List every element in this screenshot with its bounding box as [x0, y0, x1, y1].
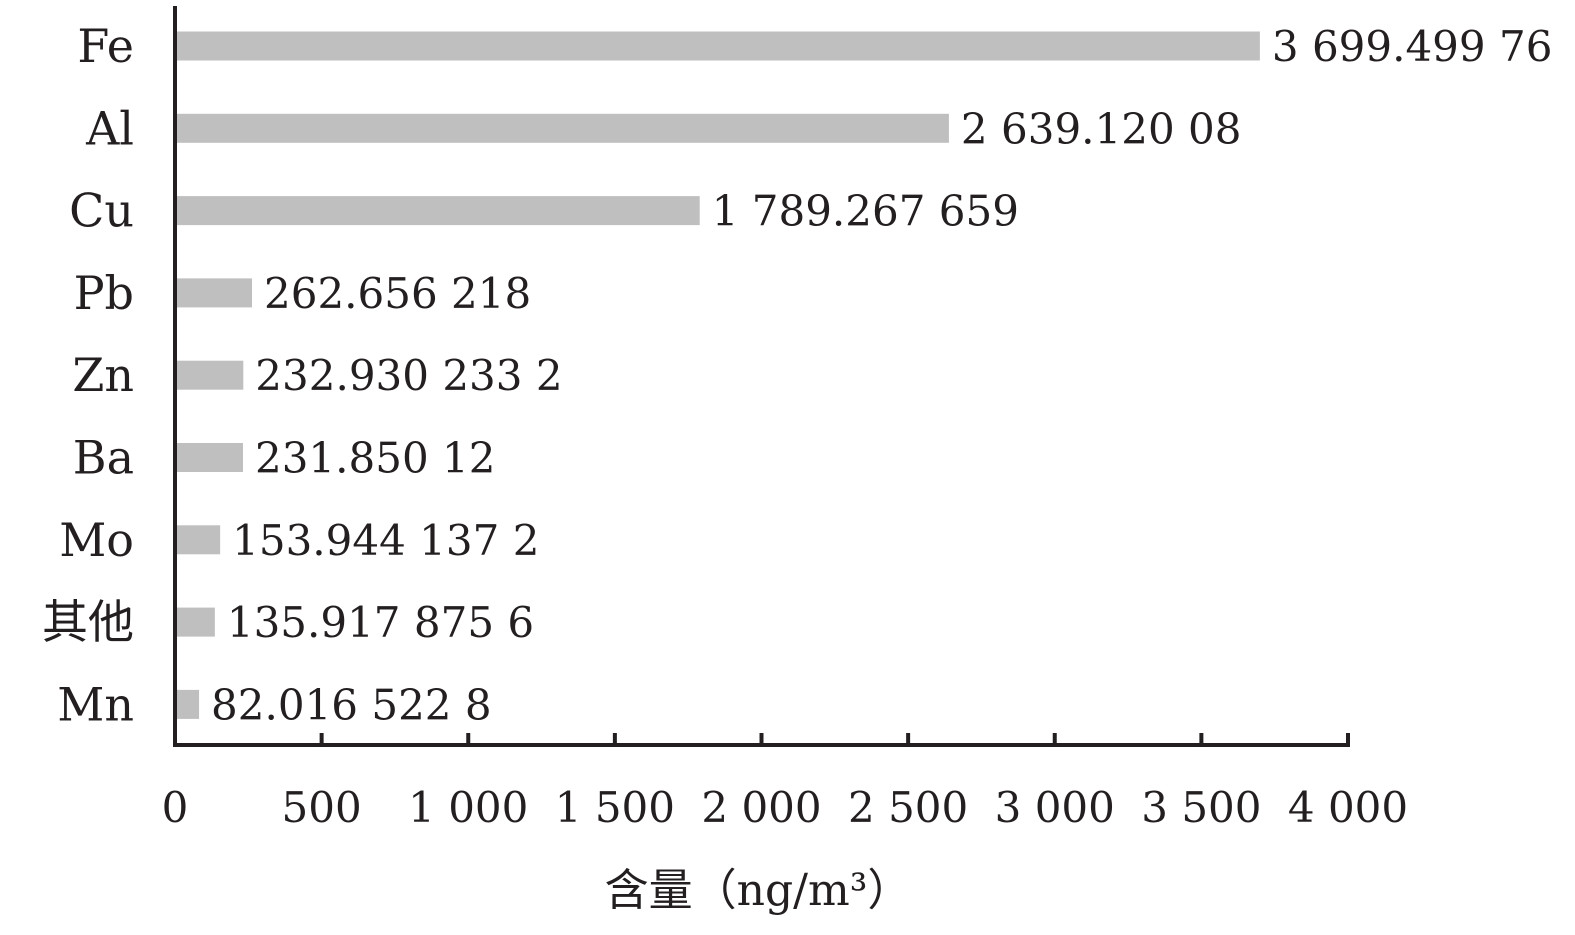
category-label-8: Mn — [57, 677, 134, 731]
bar-8 — [175, 689, 200, 719]
value-label-2: 1 789.267 659 — [712, 187, 1019, 236]
axis-layer: 0 500 1 000 1 500 2 000 2 500 3 000 3 500 4 000 — [162, 6, 1408, 832]
x-tick-label-5: 2 500 — [848, 783, 968, 832]
value-label-6: 153.944 137 2 — [232, 516, 539, 565]
value-label-8: 82.016 522 8 — [211, 680, 492, 729]
x-tick-label-3: 1 500 — [555, 783, 675, 832]
category-label-6: Mo — [59, 513, 134, 567]
x-tick-label-7: 3 500 — [1141, 783, 1261, 832]
x-tick-label-4: 2 000 — [701, 783, 821, 832]
category-label-1: Al — [85, 101, 134, 155]
value-label-4: 232.930 233 2 — [255, 351, 562, 400]
bar-7 — [175, 607, 215, 637]
x-axis-title: 含量（ng/m³） — [605, 865, 912, 916]
category-label-0: Fe — [77, 19, 134, 73]
bar-2 — [175, 196, 700, 226]
category-label-3: Pb — [74, 266, 134, 320]
category-label-2: Cu — [69, 184, 134, 238]
value-label-1: 2 639.120 08 — [961, 104, 1242, 153]
value-label-0: 3 699.499 76 — [1272, 22, 1553, 71]
labels-layer: Fe 3 699.499 76 Al 2 639.120 08 Cu 1 789.267 … — [42, 19, 1552, 731]
value-label-5: 231.850 12 — [255, 434, 495, 483]
x-tick-label-1: 500 — [282, 783, 362, 832]
bar-5 — [175, 443, 243, 472]
category-label-5: Ba — [73, 431, 134, 485]
category-label-4: Zn — [72, 348, 134, 402]
bars-layer — [175, 31, 1260, 719]
x-tick-label-8: 4 000 — [1288, 783, 1408, 832]
x-tick-label-6: 3 000 — [995, 783, 1115, 832]
x-tick-label-0: 0 — [162, 783, 189, 832]
category-label-7: 其他 — [42, 595, 134, 649]
bar-6 — [175, 525, 221, 555]
bar-1 — [175, 113, 949, 143]
x-ticks-layer: 0 500 1 000 1 500 2 000 2 500 3 000 3 500 4 000 — [162, 733, 1408, 832]
bar-3 — [175, 278, 253, 308]
bar-0 — [175, 31, 1260, 61]
value-label-3: 262.656 218 — [264, 269, 531, 318]
value-label-7: 135.917 875 6 — [227, 598, 534, 647]
x-tick-label-2: 1 000 — [408, 783, 528, 832]
bar-4 — [175, 360, 244, 390]
